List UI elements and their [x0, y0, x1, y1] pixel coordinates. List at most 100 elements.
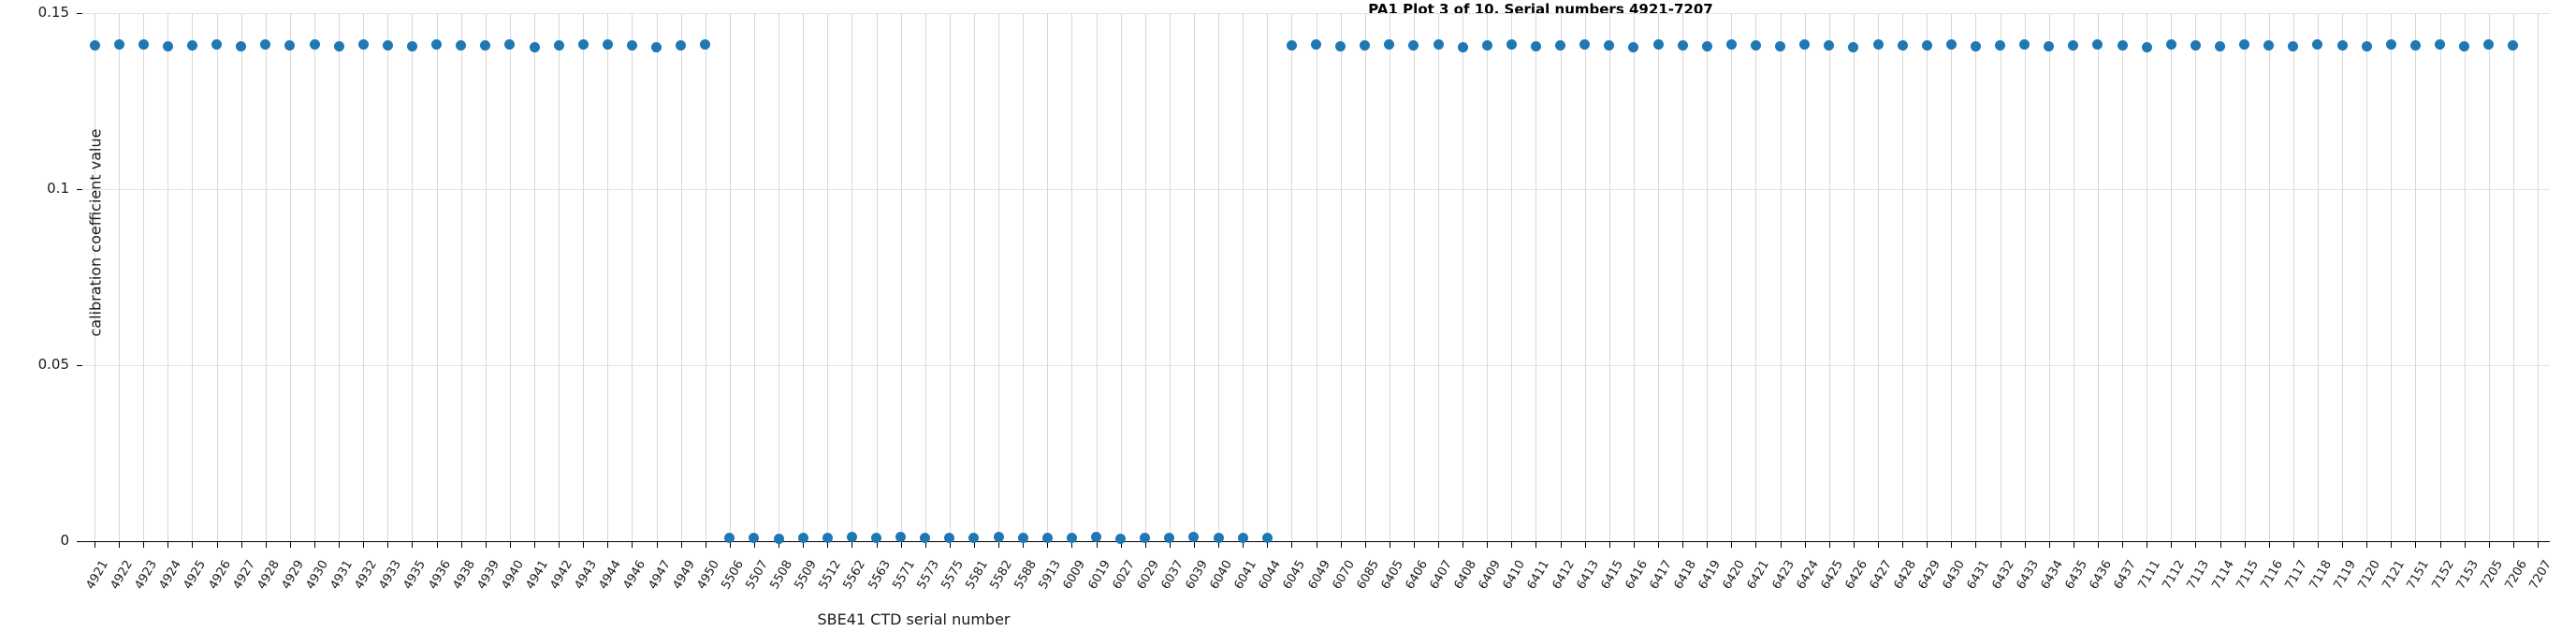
data-point — [1481, 40, 1492, 51]
data-point — [651, 41, 662, 52]
gridline-vertical — [1291, 13, 1293, 541]
x-tick — [2488, 541, 2490, 548]
gridline-vertical — [729, 13, 731, 541]
data-point — [993, 531, 1004, 542]
data-point — [1921, 39, 1932, 51]
gridline-vertical — [2024, 13, 2026, 541]
data-point — [626, 40, 637, 51]
data-point — [602, 38, 613, 50]
gridline-vertical — [2317, 13, 2319, 541]
gridline-vertical — [265, 13, 267, 541]
x-tick — [2391, 541, 2393, 548]
gridline-vertical — [2171, 13, 2173, 541]
x-tick — [2195, 541, 2197, 548]
gridline-vertical — [1707, 13, 1709, 541]
gridline-vertical — [1731, 13, 1733, 541]
gridline-vertical — [412, 13, 414, 541]
gridline-vertical — [2195, 13, 2197, 541]
data-point — [822, 533, 833, 544]
gridline-vertical — [632, 13, 633, 541]
x-axis-title: SBE41 CTD serial number — [817, 610, 1011, 628]
data-point — [797, 532, 808, 543]
gridline-vertical — [656, 13, 658, 541]
data-point — [676, 40, 687, 51]
gridline-vertical — [1144, 13, 1146, 541]
gridline-vertical — [2268, 13, 2270, 541]
gridline-vertical — [1584, 13, 1586, 541]
gridline-vertical — [876, 13, 878, 541]
data-point — [1604, 40, 1615, 51]
x-tick — [607, 541, 609, 548]
x-tick — [2097, 541, 2099, 548]
gridline-vertical — [900, 13, 902, 541]
data-point — [260, 39, 271, 51]
data-point — [382, 40, 393, 51]
x-tick — [1707, 541, 1709, 548]
gridline-vertical — [1780, 13, 1782, 541]
data-point — [89, 40, 100, 51]
data-point — [2435, 38, 2445, 50]
data-point — [1237, 532, 1248, 543]
x-tick — [1804, 541, 1806, 548]
gridline-vertical — [2048, 13, 2050, 541]
x-tick — [1364, 541, 1366, 548]
gridline-vertical — [363, 13, 365, 541]
data-point — [1335, 41, 1346, 52]
gridline-vertical — [192, 13, 194, 541]
gridline-vertical — [1535, 13, 1537, 541]
x-tick — [1071, 541, 1073, 548]
data-point — [2508, 40, 2519, 51]
x-tick — [2244, 541, 2246, 548]
x-tick — [1340, 541, 1342, 548]
gridline-vertical — [1755, 13, 1757, 541]
gridline-vertical — [1364, 13, 1366, 541]
data-point — [480, 40, 491, 51]
y-tick — [77, 13, 82, 14]
gridline-vertical — [1511, 13, 1513, 541]
gridline-vertical — [143, 13, 145, 541]
x-tick — [1878, 541, 1879, 548]
x-tick — [2024, 541, 2026, 548]
x-tick — [1608, 541, 1610, 548]
x-tick — [1682, 541, 1684, 548]
data-point — [138, 39, 149, 51]
data-point — [2190, 40, 2201, 51]
x-tick — [265, 541, 267, 548]
x-tick — [2366, 541, 2368, 548]
gridline-vertical — [998, 13, 1000, 541]
gridline-vertical — [1438, 13, 1440, 541]
data-point — [2117, 40, 2128, 51]
x-tick — [1243, 541, 1244, 548]
data-point — [113, 38, 124, 50]
gridline-vertical — [949, 13, 951, 541]
gridline-vertical — [460, 13, 462, 541]
gridline-vertical — [1267, 13, 1269, 541]
x-tick — [1291, 541, 1293, 548]
gridline-vertical — [2219, 13, 2221, 541]
x-tick — [436, 541, 438, 548]
x-tick — [289, 541, 291, 548]
gridline-vertical — [1340, 13, 1342, 541]
gridline-vertical — [1169, 13, 1171, 541]
gridline-vertical — [1071, 13, 1073, 541]
data-point — [186, 39, 197, 51]
x-tick — [583, 541, 585, 548]
gridline-vertical — [803, 13, 805, 541]
x-tick — [387, 541, 389, 548]
x-tick — [680, 541, 682, 548]
x-tick — [656, 541, 658, 548]
data-point — [1115, 533, 1127, 544]
gridline-vertical — [2244, 13, 2246, 541]
data-point — [504, 39, 516, 51]
gridline-vertical — [314, 13, 316, 541]
x-tick — [1144, 541, 1146, 548]
data-point — [1970, 41, 1981, 52]
x-tick — [485, 541, 487, 548]
data-point — [406, 40, 417, 51]
gridline-vertical — [851, 13, 853, 541]
data-point — [1311, 39, 1321, 51]
x-tick — [412, 541, 414, 548]
x-tick — [1487, 541, 1489, 548]
gridline-vertical — [2366, 13, 2368, 541]
